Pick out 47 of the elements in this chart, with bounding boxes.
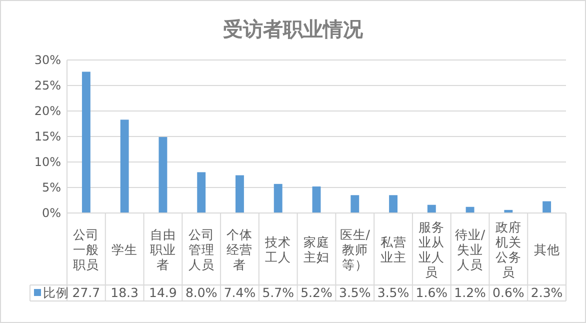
data-label: 1.6% [416, 285, 448, 300]
x-tick-label: 公司一般职员 [73, 227, 100, 272]
x-tick-label: 技术工人 [264, 234, 292, 264]
x-tick-label: 学生 [112, 242, 138, 257]
data-label: 3.5% [377, 285, 410, 300]
bar [389, 195, 398, 213]
x-tick-label: 家庭主妇 [304, 234, 330, 264]
data-label: 14.9 [149, 285, 177, 300]
data-label: 8.0% [185, 285, 218, 300]
x-tick-label: 医生/教师等） [340, 227, 371, 272]
x-tick-label: 自由职业者 [150, 227, 176, 272]
y-tick-label: 15% [34, 130, 61, 144]
y-tick-label: 5% [42, 180, 61, 194]
data-label: 5.2% [300, 285, 332, 300]
bar [427, 204, 436, 213]
y-tick-label: 10% [34, 155, 61, 169]
data-label: 27.7 [72, 285, 100, 300]
y-tick-label: 30% [34, 53, 61, 67]
bar [197, 172, 206, 213]
x-tick-label: 服务业从业人员 [418, 220, 445, 280]
y-tick-label: 0% [42, 206, 61, 220]
bar [120, 120, 129, 213]
legend-label: 比例 [43, 285, 69, 300]
x-tick-label: 政府机关公务员 [495, 220, 522, 280]
data-label: 7.4% [224, 285, 256, 300]
x-tick-label: 待业/失业人员 [454, 227, 486, 272]
bar [236, 175, 244, 213]
bar [466, 206, 474, 213]
data-label: 3.5% [339, 285, 371, 300]
data-label: 5.7% [262, 285, 294, 300]
x-tick-label: 其他 [534, 242, 560, 257]
bar [350, 195, 360, 213]
y-tick-label: 25% [34, 78, 61, 92]
data-label: 18.3 [110, 285, 138, 300]
bar [274, 184, 282, 213]
bar [312, 186, 321, 213]
bar [542, 201, 552, 213]
bar [82, 72, 90, 213]
x-tick-label: 公司管理人员 [188, 227, 214, 272]
y-tick-label: 20% [34, 104, 61, 118]
data-label: 1.2% [454, 285, 486, 300]
chart-title: 受访者职业情况 [223, 17, 364, 41]
x-tick-label: 私营业主 [380, 234, 406, 264]
x-tick-label: 个体经营者 [226, 227, 253, 272]
data-label: 0.6% [492, 285, 524, 300]
data-label: 2.3% [530, 285, 563, 300]
bar [158, 137, 168, 213]
